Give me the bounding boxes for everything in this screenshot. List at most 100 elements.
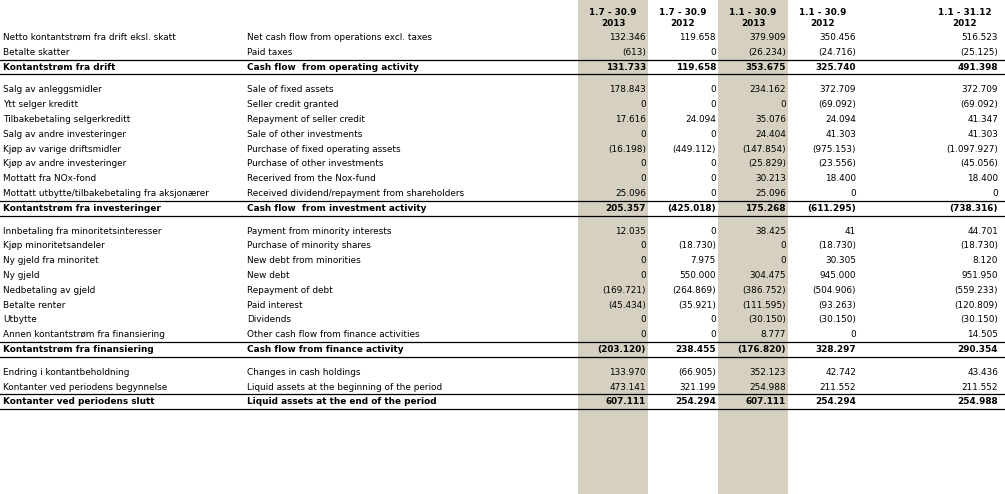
Text: 0: 0 bbox=[711, 174, 716, 183]
Text: 44.701: 44.701 bbox=[967, 227, 998, 236]
Text: (975.153): (975.153) bbox=[812, 145, 856, 154]
Text: 945.000: 945.000 bbox=[819, 271, 856, 280]
Text: 43.436: 43.436 bbox=[967, 368, 998, 377]
Text: 0: 0 bbox=[711, 227, 716, 236]
Text: 325.740: 325.740 bbox=[815, 63, 856, 72]
Text: Cash flow from finance activity: Cash flow from finance activity bbox=[247, 345, 403, 354]
Text: 30.213: 30.213 bbox=[755, 174, 786, 183]
Text: 41.347: 41.347 bbox=[967, 115, 998, 124]
Text: 205.357: 205.357 bbox=[605, 204, 646, 213]
Text: Purchase of fixed operating assets: Purchase of fixed operating assets bbox=[247, 145, 401, 154]
Text: 2013: 2013 bbox=[741, 19, 765, 28]
Text: 8.120: 8.120 bbox=[973, 256, 998, 265]
Text: 35.076: 35.076 bbox=[755, 115, 786, 124]
Text: 372.709: 372.709 bbox=[819, 85, 856, 94]
Text: (18.730): (18.730) bbox=[960, 241, 998, 250]
Text: 0: 0 bbox=[850, 330, 856, 339]
Text: (45.434): (45.434) bbox=[608, 300, 646, 310]
Text: Liquid assets at the end of the period: Liquid assets at the end of the period bbox=[247, 397, 436, 406]
Text: Kontantstrøm fra drift: Kontantstrøm fra drift bbox=[3, 63, 116, 72]
Text: 1.1 - 31.12: 1.1 - 31.12 bbox=[939, 8, 992, 17]
Text: Purchase of other investments: Purchase of other investments bbox=[247, 159, 384, 168]
Text: 352.123: 352.123 bbox=[750, 368, 786, 377]
Text: (147.854): (147.854) bbox=[743, 145, 786, 154]
Text: 119.658: 119.658 bbox=[679, 33, 716, 42]
Text: (93.263): (93.263) bbox=[818, 300, 856, 310]
Text: 254.294: 254.294 bbox=[815, 397, 856, 406]
Text: Dividends: Dividends bbox=[247, 315, 291, 324]
Text: 0: 0 bbox=[640, 315, 646, 324]
Text: 2012: 2012 bbox=[811, 19, 835, 28]
Text: 42.742: 42.742 bbox=[825, 368, 856, 377]
Text: 2012: 2012 bbox=[953, 19, 977, 28]
Text: Mottatt fra NOx-fond: Mottatt fra NOx-fond bbox=[3, 174, 96, 183]
Text: 254.988: 254.988 bbox=[750, 382, 786, 392]
Text: (35.921): (35.921) bbox=[678, 300, 716, 310]
Text: (176.820): (176.820) bbox=[738, 345, 786, 354]
Text: Cash flow  from operating activity: Cash flow from operating activity bbox=[247, 63, 419, 72]
Text: 1.1 - 30.9: 1.1 - 30.9 bbox=[730, 8, 777, 17]
Text: (111.595): (111.595) bbox=[743, 300, 786, 310]
Text: Ytt selger kreditt: Ytt selger kreditt bbox=[3, 100, 78, 109]
Text: (264.869): (264.869) bbox=[672, 286, 716, 295]
Text: Endring i kontantbeholdning: Endring i kontantbeholdning bbox=[3, 368, 130, 377]
Text: 2012: 2012 bbox=[670, 19, 695, 28]
Text: Seller credit granted: Seller credit granted bbox=[247, 100, 339, 109]
Text: 211.552: 211.552 bbox=[819, 382, 856, 392]
Text: 1.7 - 30.9: 1.7 - 30.9 bbox=[589, 8, 637, 17]
Text: 8.777: 8.777 bbox=[761, 330, 786, 339]
Text: 951.950: 951.950 bbox=[962, 271, 998, 280]
Text: 41.303: 41.303 bbox=[967, 130, 998, 139]
Text: 2013: 2013 bbox=[601, 19, 625, 28]
Text: 328.297: 328.297 bbox=[815, 345, 856, 354]
Text: Kontantstrøm fra investeringer: Kontantstrøm fra investeringer bbox=[3, 204, 161, 213]
Text: Paid interest: Paid interest bbox=[247, 300, 303, 310]
Text: 30.305: 30.305 bbox=[825, 256, 856, 265]
Text: 7.975: 7.975 bbox=[690, 256, 716, 265]
Text: (30.150): (30.150) bbox=[960, 315, 998, 324]
Text: 0: 0 bbox=[640, 271, 646, 280]
Bar bbox=[718, 0, 788, 494]
Text: Mottatt utbytte/tilbakebetaling fra aksjonærer: Mottatt utbytte/tilbakebetaling fra aksj… bbox=[3, 189, 209, 198]
Text: 0: 0 bbox=[780, 256, 786, 265]
Text: 0: 0 bbox=[640, 100, 646, 109]
Text: Sale of other investments: Sale of other investments bbox=[247, 130, 363, 139]
Text: Repayment of debt: Repayment of debt bbox=[247, 286, 333, 295]
Text: Cash flow  from investment activity: Cash flow from investment activity bbox=[247, 204, 426, 213]
Text: (45.056): (45.056) bbox=[960, 159, 998, 168]
Text: 25.096: 25.096 bbox=[755, 189, 786, 198]
Text: (425.018): (425.018) bbox=[667, 204, 716, 213]
Text: Nedbetaling av gjeld: Nedbetaling av gjeld bbox=[3, 286, 95, 295]
Text: (30.150): (30.150) bbox=[818, 315, 856, 324]
Text: 0: 0 bbox=[850, 189, 856, 198]
Text: Other cash flow from finance activities: Other cash flow from finance activities bbox=[247, 330, 420, 339]
Text: 14.505: 14.505 bbox=[967, 330, 998, 339]
Text: (169.721): (169.721) bbox=[603, 286, 646, 295]
Text: 0: 0 bbox=[711, 330, 716, 339]
Text: 178.843: 178.843 bbox=[609, 85, 646, 94]
Text: Kontanter ved periodens begynnelse: Kontanter ved periodens begynnelse bbox=[3, 382, 167, 392]
Text: (386.752): (386.752) bbox=[743, 286, 786, 295]
Text: 350.456: 350.456 bbox=[819, 33, 856, 42]
Text: 24.094: 24.094 bbox=[825, 115, 856, 124]
Text: 321.199: 321.199 bbox=[679, 382, 716, 392]
Text: Repayment of seller credit: Repayment of seller credit bbox=[247, 115, 365, 124]
Text: Liquid assets at the beginning of the period: Liquid assets at the beginning of the pe… bbox=[247, 382, 442, 392]
Text: (504.906): (504.906) bbox=[812, 286, 856, 295]
Text: 607.111: 607.111 bbox=[746, 397, 786, 406]
Text: Changes in cash holdings: Changes in cash holdings bbox=[247, 368, 361, 377]
Text: Betalte renter: Betalte renter bbox=[3, 300, 65, 310]
Text: 0: 0 bbox=[711, 130, 716, 139]
Text: (24.716): (24.716) bbox=[818, 48, 856, 57]
Text: 353.675: 353.675 bbox=[746, 63, 786, 72]
Text: 211.552: 211.552 bbox=[962, 382, 998, 392]
Text: 607.111: 607.111 bbox=[606, 397, 646, 406]
Text: Ny gjeld fra minoritet: Ny gjeld fra minoritet bbox=[3, 256, 98, 265]
Text: 0: 0 bbox=[992, 189, 998, 198]
Text: 254.294: 254.294 bbox=[675, 397, 716, 406]
Text: 0: 0 bbox=[640, 130, 646, 139]
Text: Ny gjeld: Ny gjeld bbox=[3, 271, 39, 280]
Text: 131.733: 131.733 bbox=[606, 63, 646, 72]
Text: Betalte skatter: Betalte skatter bbox=[3, 48, 69, 57]
Text: 254.988: 254.988 bbox=[958, 397, 998, 406]
